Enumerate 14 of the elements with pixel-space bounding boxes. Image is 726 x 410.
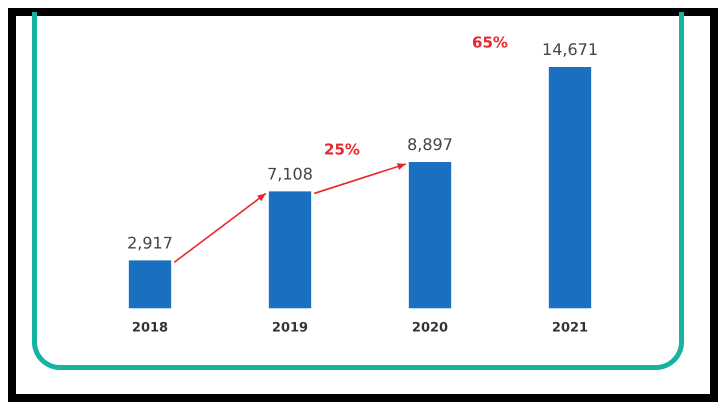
x-tick-label: 2019 [272, 320, 308, 336]
x-tick-label: 2018 [132, 320, 168, 336]
bar [128, 260, 172, 308]
text: 65% [472, 33, 508, 52]
bar [548, 66, 592, 308]
x-tick-label: 2021 [552, 320, 588, 336]
data-label: 7,108 [267, 164, 313, 184]
x-tick-label: 2020 [412, 320, 448, 336]
bar [408, 162, 452, 308]
bar [268, 191, 312, 308]
data-label: 14,671 [542, 40, 598, 60]
annotation: 25% [324, 140, 360, 158]
data-label: 8,897 [407, 135, 453, 154]
data-label: 2,917 [127, 234, 173, 253]
